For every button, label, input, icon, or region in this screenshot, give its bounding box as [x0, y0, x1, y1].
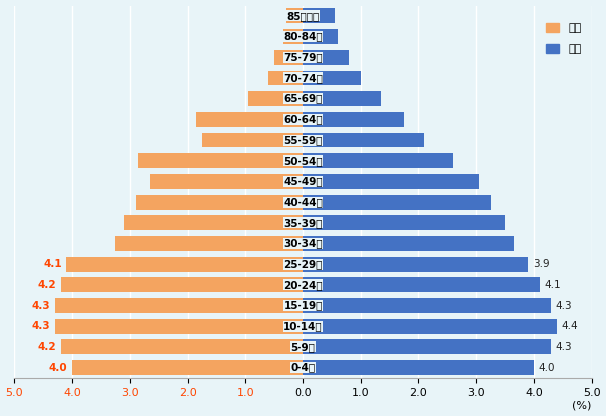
Bar — [303, 360, 534, 375]
Bar — [303, 8, 335, 23]
Text: 10-14歳: 10-14歳 — [283, 321, 323, 331]
Text: 55-59歳: 55-59歳 — [284, 135, 322, 145]
Text: 3.9: 3.9 — [533, 259, 550, 269]
Bar — [124, 215, 303, 230]
Bar — [303, 298, 551, 313]
Legend: 女性, 男性: 女性, 男性 — [542, 19, 586, 59]
Text: 4.0: 4.0 — [539, 363, 555, 373]
Bar — [202, 133, 303, 148]
Bar — [61, 339, 303, 354]
Bar — [303, 91, 381, 106]
Bar — [150, 174, 303, 189]
X-axis label: (%): (%) — [572, 401, 591, 411]
Bar — [303, 339, 551, 354]
Text: 4.4: 4.4 — [562, 321, 578, 331]
Bar — [303, 71, 361, 85]
Text: 30-34歳: 30-34歳 — [283, 238, 323, 248]
Bar — [283, 29, 303, 44]
Bar — [274, 50, 303, 65]
Text: 25-29歳: 25-29歳 — [284, 259, 322, 269]
Bar — [55, 298, 303, 313]
Text: 4.2: 4.2 — [38, 280, 56, 290]
Text: 20-24歳: 20-24歳 — [283, 280, 323, 290]
Bar — [303, 112, 404, 127]
Bar — [303, 133, 424, 148]
Text: 4.1: 4.1 — [544, 280, 561, 290]
Bar — [303, 319, 557, 334]
Bar — [72, 360, 303, 375]
Bar — [115, 236, 303, 251]
Bar — [303, 257, 528, 272]
Text: 60-64歳: 60-64歳 — [283, 114, 323, 124]
Bar — [139, 153, 303, 168]
Text: 75-79歳: 75-79歳 — [283, 52, 323, 62]
Bar — [55, 319, 303, 334]
Bar — [285, 8, 303, 23]
Bar — [196, 112, 303, 127]
Text: 4.3: 4.3 — [32, 300, 50, 310]
Text: 5-9歳: 5-9歳 — [290, 342, 316, 352]
Bar — [303, 29, 338, 44]
Bar — [303, 215, 505, 230]
Text: 4.3: 4.3 — [556, 300, 573, 310]
Bar — [303, 50, 349, 65]
Text: 50-54歳: 50-54歳 — [283, 156, 323, 166]
Bar — [136, 195, 303, 210]
Text: 4.0: 4.0 — [49, 363, 67, 373]
Bar — [66, 257, 303, 272]
Text: 4.3: 4.3 — [556, 342, 573, 352]
Text: 40-44歳: 40-44歳 — [283, 197, 323, 207]
Bar — [303, 195, 491, 210]
Text: 70-74歳: 70-74歳 — [283, 73, 323, 83]
Text: 85歳以上: 85歳以上 — [287, 11, 319, 21]
Text: 0-4歳: 0-4歳 — [290, 363, 316, 373]
Text: 4.3: 4.3 — [32, 321, 50, 331]
Text: 15-19歳: 15-19歳 — [284, 300, 322, 310]
Text: 4.2: 4.2 — [38, 342, 56, 352]
Bar — [248, 91, 303, 106]
Text: 4.1: 4.1 — [43, 259, 62, 269]
Bar — [303, 174, 479, 189]
Bar — [61, 277, 303, 292]
Bar — [303, 153, 453, 168]
Bar — [303, 236, 514, 251]
Text: 80-84歳: 80-84歳 — [283, 32, 323, 42]
Text: 65-69歳: 65-69歳 — [284, 94, 322, 104]
Bar — [268, 71, 303, 85]
Bar — [303, 277, 540, 292]
Text: 45-49歳: 45-49歳 — [283, 176, 323, 186]
Text: 35-39歳: 35-39歳 — [284, 218, 322, 228]
